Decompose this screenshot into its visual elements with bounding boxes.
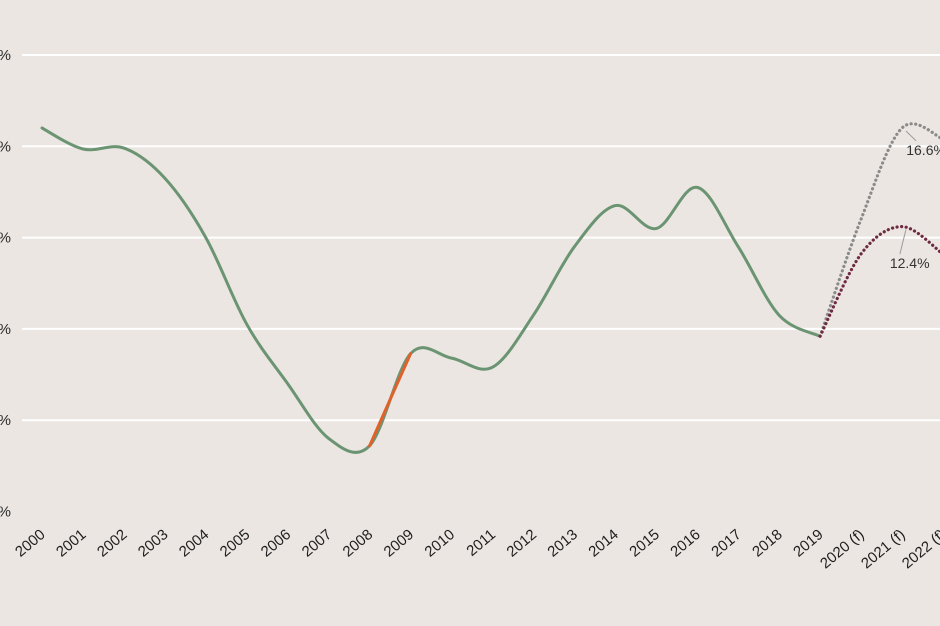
x-tick-label: 2007: [299, 526, 335, 560]
x-tick-label: 2006: [258, 526, 294, 560]
y-tick-label: %: [0, 230, 11, 247]
annotation-leader: [905, 130, 917, 142]
x-tick-label: 2015: [626, 526, 662, 560]
series-group: [40, 122, 940, 454]
gridlines: [22, 54, 940, 422]
y-tick-label: %: [0, 321, 11, 338]
x-tick-label: 2012: [503, 526, 539, 560]
x-tick-label: 2014: [585, 526, 621, 560]
x-axis: 2000 2001 2002 2003 2004 2005 2006 2007 2008 2009…: [12, 526, 940, 572]
x-tick-label: 2008: [340, 526, 376, 560]
annotation-leader: [899, 229, 907, 255]
x-tick-label: 2013: [544, 526, 580, 560]
x-tick-label: 2009: [381, 526, 417, 560]
x-tick-label: 2021 (f): [858, 526, 909, 572]
x-tick-label: 2020 (f): [817, 526, 868, 572]
x-tick-label: 2018: [749, 526, 785, 560]
annotation-label: 16.6%: [906, 142, 940, 158]
y-tick-label: %: [0, 504, 11, 521]
series-line-highlight-2008-2009: [368, 352, 413, 448]
annotations: 16.6% 12.4%: [890, 130, 940, 271]
series-line-forecast-high: [818, 122, 940, 338]
y-tick-label: %: [0, 47, 11, 64]
series-line-historical: [40, 126, 822, 454]
annotation-label: 12.4%: [890, 255, 930, 271]
x-tick-label: 2003: [135, 526, 171, 560]
x-tick-label: 2017: [708, 526, 744, 560]
y-tick-label: %: [0, 412, 11, 429]
x-tick-label: 2005: [217, 526, 253, 560]
x-tick-label: 2010: [422, 526, 458, 560]
y-axis: %%%%%%: [0, 47, 11, 521]
series-line-forecast-low: [818, 225, 940, 338]
x-tick-label: 2001: [53, 526, 89, 560]
x-tick-label: 2011: [463, 526, 499, 560]
x-tick-label: 2000: [12, 526, 48, 560]
x-tick-label: 2002: [94, 526, 130, 560]
y-tick-label: %: [0, 138, 11, 155]
x-tick-label: 2016: [667, 526, 703, 560]
x-tick-label: 2004: [176, 526, 212, 560]
x-tick-label: 2022 (f): [899, 526, 940, 572]
